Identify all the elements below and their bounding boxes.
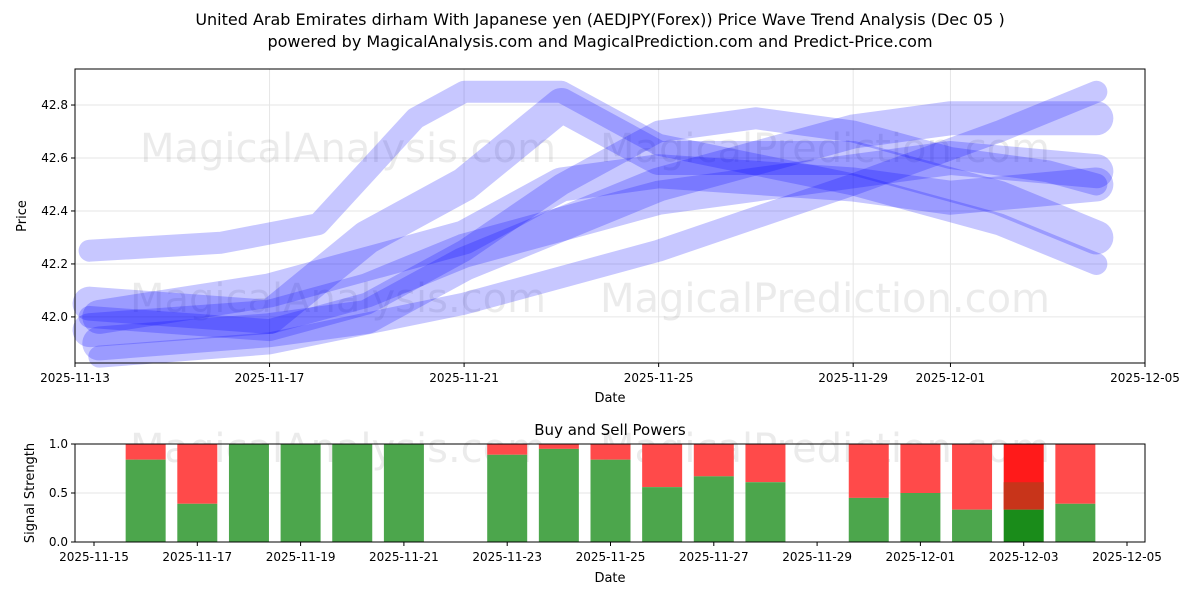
x-tick-label: 2025-12-01 [886,550,956,564]
sell-bar [125,444,166,460]
buy-bar [642,487,683,542]
x-tick-label: 2025-11-23 [472,550,542,564]
buy-bar [952,509,993,542]
sell-bar [642,444,683,488]
buy-bar [1055,503,1096,542]
y-tick-label: 42.2 [41,257,68,271]
plot-frame [74,68,1146,364]
x-tick-label: 2025-12-05 [1092,550,1162,564]
x-axis-label: Date [594,391,625,406]
buy-bar [228,444,269,542]
sell-bar [848,444,889,498]
wave-band-wave3 [82,140,1114,361]
buy-bar [487,454,528,542]
x-tick-label: 2025-11-17 [235,371,305,385]
y-tick-label: 0.5 [49,486,68,500]
x-tick-label: 2025-11-29 [782,550,852,564]
sell-bar [177,444,218,504]
sell-bar [487,444,528,455]
buy-bar [590,459,631,542]
y-axis-label: Signal Strength [23,443,38,543]
chart-subtitle: powered by MagicalAnalysis.com and Magic… [267,32,933,51]
y-tick-label: 42.4 [41,204,68,218]
y-tick-label: 42.8 [41,98,68,112]
buy-bar [538,448,579,542]
sell-bar [538,444,579,449]
wave-band-wave7 [82,154,1114,334]
bar-chart-title: Buy and Sell Powers [534,421,686,439]
x-tick-label: 2025-11-29 [818,371,888,385]
buy-bar [900,493,941,542]
x-tick-label: 2025-11-13 [40,371,110,385]
x-tick-label: 2025-11-25 [576,550,646,564]
x-tick-label: 2025-11-19 [266,550,336,564]
watermark: MagicalPrediction.com [600,276,1050,322]
buy-bar [745,482,786,542]
buy-bar [848,497,889,542]
wave-band-wave4 [78,80,1108,275]
buy-bar [280,444,321,542]
buy-bar [693,476,734,542]
x-tick-label: 2025-11-21 [369,550,439,564]
sell-bar [693,444,734,477]
sell-bar [745,444,786,483]
x-tick-label: 2025-11-15 [59,550,129,564]
wave-band-wave1 [72,101,1114,348]
y-tick-label: 42.0 [41,310,68,324]
y-axis-label: Price [15,200,30,232]
x-tick-label: 2025-12-03 [989,550,1059,564]
bar-plot-frame [74,443,1146,543]
buy-bar [332,444,373,542]
y-tick-label: 1.0 [49,437,68,451]
x-tick-label: 2025-11-17 [162,550,232,564]
y-tick-label: 0.0 [49,535,68,549]
sell-bar [1055,444,1096,504]
buy-bar [383,444,424,542]
watermark: MagicalAnalysis.com [140,126,556,172]
wave-band-wave2 [78,107,1108,342]
wave-band-wave5 [72,88,1114,334]
buy-bar [1003,509,1044,542]
x-tick-label: 2025-11-27 [679,550,749,564]
y-tick-label: 42.6 [41,151,68,165]
x-tick-label: 2025-11-25 [624,371,694,385]
x-tick-label: 2025-11-21 [429,371,499,385]
x-tick-label: 2025-12-05 [1110,371,1180,385]
chart-title: United Arab Emirates dirham With Japanes… [195,10,1005,29]
sell-bar [590,444,631,460]
sell-bar [900,444,941,493]
watermark: MagicalPrediction.com [600,126,1050,172]
sell-bar-overlap [1003,482,1044,510]
x-tick-label: 2025-12-01 [916,371,986,385]
x-axis-label: Date [594,571,625,586]
watermark: MagicalAnalysis.com [130,276,546,322]
sell-bar [952,444,993,510]
wave-band-wave6 [88,80,1108,368]
buy-bar [125,459,166,542]
buy-bar [177,503,218,542]
